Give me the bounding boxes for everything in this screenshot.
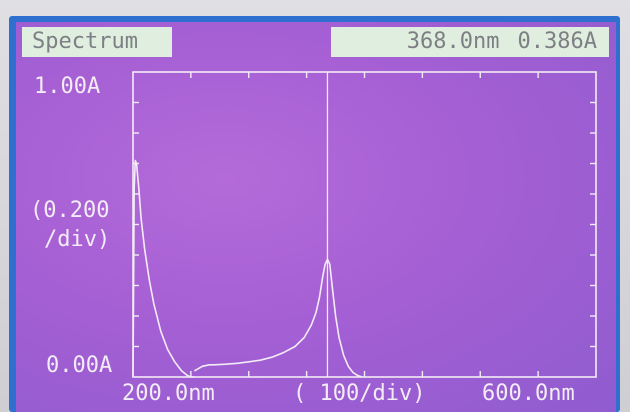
cursor-readout-box: 368.0nm 0.386A xyxy=(331,27,609,57)
x-axis-div-label: ( 100/div) xyxy=(293,381,426,406)
mode-label: Spectrum xyxy=(32,29,138,54)
cursor-absorbance: 0.386A xyxy=(517,29,597,54)
trace-segment-1 xyxy=(132,159,195,378)
cursor-wavelength: 368.0nm xyxy=(406,29,500,54)
spectrum-trace xyxy=(132,159,363,378)
y-axis-min-label: 0.00A xyxy=(46,353,113,378)
y-axis-div-label-line2: /div) xyxy=(44,227,111,252)
y-axis-max-label: 1.00A xyxy=(34,74,101,99)
plot-frame xyxy=(132,71,597,378)
x-axis-max-label: 600.0nm xyxy=(482,381,575,406)
plot-border xyxy=(132,71,597,378)
spectrum-plot xyxy=(132,71,597,378)
plot-ticks xyxy=(133,72,596,377)
mode-label-box: Spectrum xyxy=(22,27,172,57)
y-axis-div-label-line1: (0.200 xyxy=(30,198,110,223)
x-axis-min-label: 200.0nm xyxy=(122,381,215,406)
spectrum-screen: Spectrum 368.0nm 0.386A 1.00A (0.200 /div… xyxy=(16,22,616,412)
trace-segment-2 xyxy=(193,258,363,378)
